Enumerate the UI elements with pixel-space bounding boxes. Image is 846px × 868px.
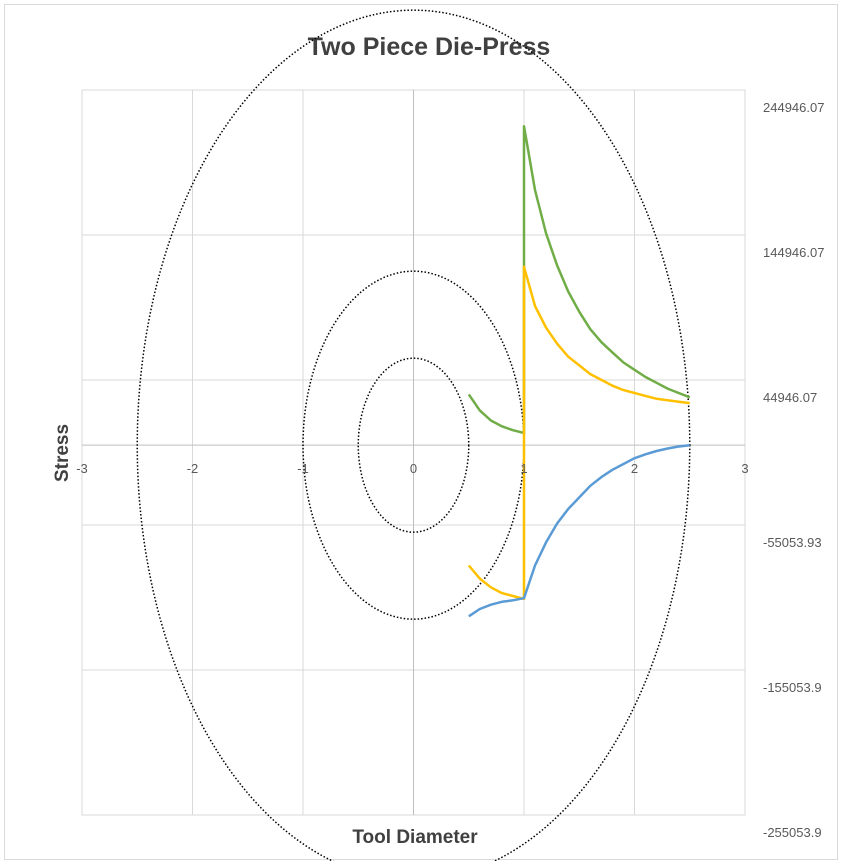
y-tick-label: -155053.9 bbox=[763, 680, 822, 695]
series-line-0 bbox=[467, 124, 691, 435]
y-axis-title: Stress bbox=[52, 424, 73, 482]
x-tick-label: 2 bbox=[631, 461, 638, 476]
data-series bbox=[467, 124, 691, 618]
y-tick-label: -55053.93 bbox=[763, 535, 822, 550]
y-tick-labels: 244946.07 144946.07 44946.07 -55053.93 -1550… bbox=[763, 100, 824, 840]
x-tick-labels: -3 -2 -1 0 1 2 3 bbox=[76, 461, 748, 476]
y-tick-label: 44946.07 bbox=[763, 390, 817, 405]
x-tick-label: 0 bbox=[410, 461, 417, 476]
chart-title: Two Piece Die-Press bbox=[308, 33, 551, 61]
y-tick-label: -255053.9 bbox=[763, 825, 822, 840]
stress-chart: Two Piece Die-Press -3 -2 -1 0 1 2 3 244946.07… bbox=[52, 9, 824, 868]
x-tick-label: -2 bbox=[187, 461, 199, 476]
x-axis-title: Tool Diameter bbox=[352, 827, 478, 848]
series-line-1 bbox=[467, 265, 690, 601]
x-tick-label: 1 bbox=[520, 461, 527, 476]
inner-circle bbox=[357, 357, 470, 533]
x-tick-label: -1 bbox=[297, 461, 309, 476]
x-tick-label: 3 bbox=[741, 461, 748, 476]
x-tick-label: -3 bbox=[76, 461, 88, 476]
axes bbox=[82, 90, 745, 815]
y-tick-label: 244946.07 bbox=[763, 100, 824, 115]
series-line-2 bbox=[468, 443, 690, 618]
y-tick-label: 144946.07 bbox=[763, 245, 824, 260]
chart-area: Two Piece Die-Press -3 -2 -1 0 1 2 3 244946.07… bbox=[4, 4, 838, 868]
